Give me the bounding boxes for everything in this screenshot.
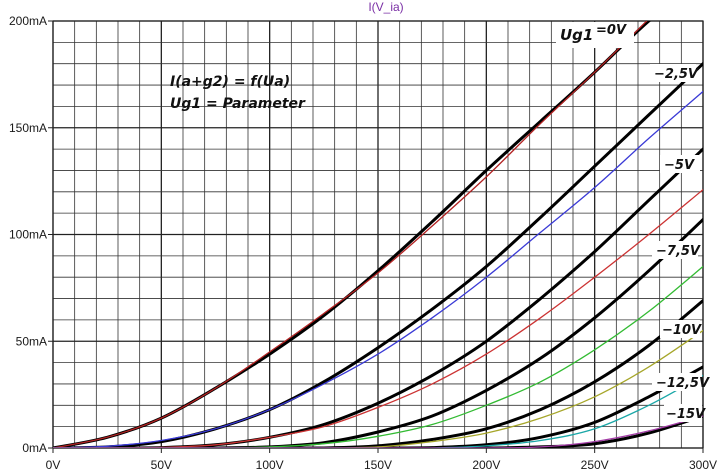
formula-annotation: I(a+g2) = f(Ua) Ug1 = Parameter bbox=[170, 74, 306, 112]
label-ug1-minus-2-5v: −2,5V bbox=[654, 67, 699, 82]
label-bg bbox=[660, 320, 700, 338]
x-tick-label: 300V bbox=[689, 458, 717, 472]
label-ug1-minus-7-5v: −7,5V bbox=[656, 244, 701, 259]
ug1-symbol: Ug1 bbox=[560, 26, 593, 44]
y-axis: 0mA 50mA 100mA 150mA 200mA bbox=[9, 14, 53, 455]
formula-line-2: Ug1 = Parameter bbox=[170, 96, 306, 112]
y-tick-label: 200mA bbox=[9, 14, 47, 28]
measured-curve-line bbox=[53, 365, 703, 448]
label-ug1-minus-5v: −5V bbox=[664, 158, 695, 173]
label-bg bbox=[652, 241, 698, 259]
simulated-curve-line bbox=[53, 21, 648, 448]
label-bg bbox=[664, 404, 702, 422]
label-bg bbox=[652, 373, 702, 391]
measured-curve-line bbox=[53, 62, 703, 448]
label-bg bbox=[650, 64, 696, 82]
x-tick-label: 100V bbox=[256, 458, 284, 472]
x-axis: 0V 50V 100V 150V 200V 250V 300V bbox=[46, 448, 717, 472]
y-tick-label: 0mA bbox=[22, 441, 47, 455]
measured-curve-line bbox=[53, 299, 703, 448]
x-tick-label: 200V bbox=[472, 458, 500, 472]
label-ug1-minus-12-5v: −12,5V bbox=[656, 376, 710, 391]
label-ug1-minus-15v: −15V bbox=[666, 407, 706, 422]
label-bg bbox=[556, 22, 634, 48]
grid bbox=[52, 20, 704, 449]
chart-title: I(V_ia) bbox=[368, 0, 403, 14]
formula-line-1: I(a+g2) = f(Ua) bbox=[170, 74, 290, 90]
label-ug1-0v: =0V bbox=[596, 23, 627, 38]
label-bg bbox=[660, 155, 700, 173]
x-tick-label: 250V bbox=[581, 458, 609, 472]
y-tick-label: 50mA bbox=[16, 334, 47, 348]
measured-curve-line bbox=[53, 218, 703, 448]
curves bbox=[53, 21, 703, 448]
measured-curve-line bbox=[53, 414, 703, 448]
x-tick-label: 0V bbox=[46, 458, 61, 472]
simulated-curve-line bbox=[53, 90, 703, 448]
label-ug1-minus-10v: −10V bbox=[662, 323, 702, 338]
parameter-labels: Ug1 =0V −2,5V −5V −7,5V −10V −12,5V −15V bbox=[556, 22, 710, 422]
y-tick-label: 150mA bbox=[9, 121, 47, 135]
simulated-curve-line bbox=[53, 265, 703, 448]
x-tick-label: 150V bbox=[364, 458, 392, 472]
simulated-curve-line bbox=[53, 329, 703, 448]
simulated-curve-line bbox=[53, 374, 703, 448]
y-tick-label: 100mA bbox=[9, 228, 47, 242]
x-tick-label: 50V bbox=[151, 458, 172, 472]
simulated-curve-line bbox=[53, 415, 703, 448]
